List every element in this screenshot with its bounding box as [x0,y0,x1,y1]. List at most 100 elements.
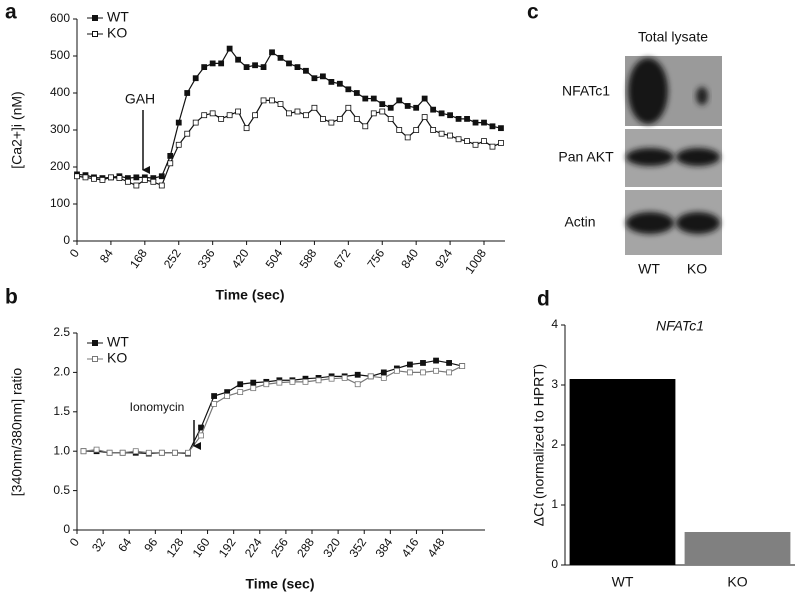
data-point [175,141,182,148]
data-point [209,60,216,67]
x-tick-label: KO [727,574,747,590]
data-point [396,97,403,104]
x-tick-label: 128 [164,535,187,560]
y-tick-label: 1.5 [53,404,70,418]
data-point [393,367,400,374]
data-point [211,393,217,399]
data-point [167,160,174,167]
data-point [260,97,267,104]
data-point [226,112,233,119]
data-point [328,79,335,85]
panel-letter: b [5,286,18,309]
blot-band [696,87,708,105]
x-tick-label: 420 [229,246,252,271]
data-point [464,116,470,122]
data-point [133,174,140,181]
data-point [464,138,470,145]
data-point [237,381,244,388]
x-tick-label: 1008 [462,246,489,276]
x-tick-label: 168 [127,246,150,271]
blot-lane-label: WT [638,261,660,277]
data-point [133,182,140,189]
data-point [277,101,284,107]
y-tick-label: 4 [551,317,558,331]
data-point [93,446,100,453]
y-tick-label: 100 [50,196,70,210]
x-tick-label: 64 [115,535,134,554]
x-tick-label: 588 [297,246,320,271]
blot-panel: c Total lysate NFATc1 Pan AKT Actin WT K… [527,1,722,277]
data-point [184,130,191,137]
y-tick-label: 300 [50,122,70,136]
legend-marker [92,31,98,37]
data-point [336,80,343,87]
data-point [237,389,244,396]
data-point [421,95,428,102]
data-point [341,375,348,381]
data-point [106,449,113,456]
x-tick-label: 192 [216,535,239,560]
annotation: GAH [125,91,155,107]
x-tick-label: 352 [346,535,369,560]
data-point [370,95,377,102]
legend-label: KO [107,25,127,41]
data-point [498,125,504,132]
data-point [379,101,386,107]
data-point [158,173,165,180]
y-tick-label: 2 [551,437,558,451]
data-point [263,381,270,388]
x-tick-label: 384 [372,535,395,560]
x-tick-label: 416 [399,535,422,560]
blot-band [676,212,720,234]
y-tick-label: 600 [50,11,70,25]
data-point [172,449,178,456]
data-point [319,116,326,122]
x-axis-label: Time (sec) [246,576,315,592]
legend-marker [92,340,98,346]
data-point [150,178,157,185]
data-point [132,448,139,455]
data-point [74,173,80,180]
data-point [108,174,114,181]
data-point [192,119,199,126]
y-tick-label: 1 [551,497,558,511]
data-point [353,90,360,96]
data-point [413,127,420,133]
x-tick-label: 32 [89,535,108,554]
x-axis-label: Time (sec) [216,287,285,303]
data-point [167,152,174,159]
data-point [472,119,479,126]
data-point [438,110,445,117]
data-point [198,432,204,439]
data-point [455,116,462,122]
data-point [286,110,292,117]
y-tick-label: 200 [50,159,70,173]
x-tick-label: 160 [190,535,213,560]
data-point [433,357,439,364]
data-point [407,369,413,376]
data-point [380,369,387,376]
data-point [498,140,504,146]
chart-title: NFATc1 [656,318,704,334]
data-point [260,64,267,70]
x-tick-label: 256 [268,535,291,560]
y-tick-label: 500 [50,48,70,62]
data-point [303,112,309,119]
x-tick-label: 224 [242,535,265,560]
data-point [319,73,326,80]
blot-row-label: Pan AKT [558,149,614,165]
blot-band [676,148,720,166]
y-tick-label: 0 [63,233,70,247]
data-point [407,361,413,368]
data-point [404,134,411,141]
y-tick-label: 3 [551,377,558,391]
panel-letter: c [527,1,539,24]
data-point [119,449,126,456]
data-point [243,125,250,132]
chart: a [Ca2+]i (nM) Time (sec) 0 100 200 300 400 500 6… [5,1,505,303]
data-point [396,127,403,133]
data-point [198,424,204,431]
data-point [336,116,343,122]
panel-letter: a [5,1,17,24]
data-point [362,123,369,130]
